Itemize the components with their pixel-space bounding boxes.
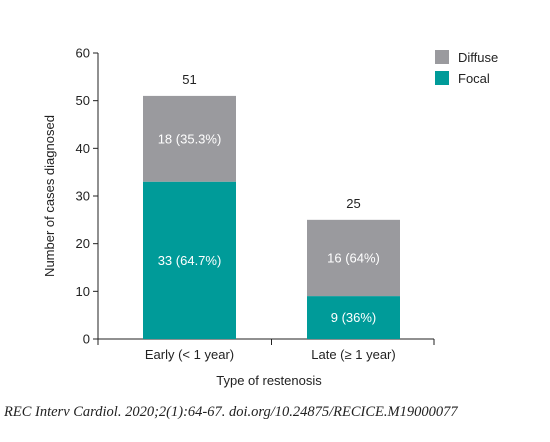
y-tick-label: 10 (76, 284, 90, 299)
y-tick-label: 20 (76, 236, 90, 251)
bar-segment-label: 33 (64.7%) (158, 253, 222, 268)
bar-segment-focal (307, 296, 400, 339)
bar-total-label: 25 (346, 196, 360, 211)
y-tick-label: 50 (76, 93, 90, 108)
bar-segment-label: 18 (35.3%) (158, 131, 222, 146)
x-axis-title: Type of restenosis (216, 373, 322, 388)
legend-swatch-focal (435, 71, 449, 85)
bar-segment-focal (143, 181, 236, 339)
bar-segment-label: 16 (64%) (327, 250, 380, 265)
chart-axes: 0 10 20 30 40 50 60 Early (< 1 year) Late (≥ 1 y… (76, 46, 435, 362)
y-tick-label: 30 (76, 189, 90, 204)
legend-swatch-diffuse (435, 50, 449, 64)
y-tick-label: 0 (83, 332, 90, 347)
bar-total-label: 51 (182, 72, 196, 87)
y-tick-label: 40 (76, 141, 90, 156)
chart-legend: Diffuse Focal (435, 50, 498, 86)
citation: REC Interv Cardiol. 2020;2(1):64-67. doi… (4, 404, 458, 420)
bar-segment-label: 9 (36%) (331, 310, 377, 325)
legend-label: Diffuse (458, 50, 498, 65)
y-axis-title: Number of cases diagnosed (42, 115, 57, 277)
legend-label: Focal (458, 71, 490, 86)
bar-segment-diffuse (143, 95, 236, 182)
x-tick-label: Late (≥ 1 year) (311, 347, 395, 362)
chart-bars: 33 (64.7%) 18 (35.3%) 51 9 (36%) 16 (64%) 25 (143, 72, 400, 339)
bar-segment-diffuse (307, 219, 400, 297)
x-tick-label: Early (< 1 year) (145, 347, 234, 362)
y-tick-label: 60 (76, 46, 90, 61)
